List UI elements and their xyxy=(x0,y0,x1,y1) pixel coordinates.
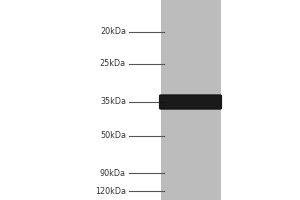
Text: 50kDa: 50kDa xyxy=(100,132,126,140)
Text: 20kDa: 20kDa xyxy=(100,27,126,36)
Text: 120kDa: 120kDa xyxy=(95,186,126,196)
Text: 25kDa: 25kDa xyxy=(100,60,126,68)
Text: 35kDa: 35kDa xyxy=(100,98,126,106)
Bar xyxy=(160,0,220,200)
FancyBboxPatch shape xyxy=(160,95,221,109)
Text: 90kDa: 90kDa xyxy=(100,168,126,178)
